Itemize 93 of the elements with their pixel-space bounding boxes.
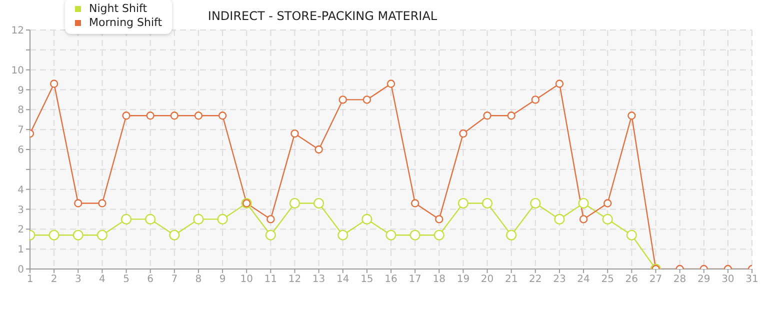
point: [554, 214, 565, 225]
point: [506, 230, 517, 240]
point: [314, 198, 324, 209]
legend-label: Morning Shift: [89, 16, 162, 30]
x-tick-label: 26: [625, 274, 638, 286]
y-tick-label: 7: [18, 125, 24, 136]
x-tick-label: 15: [360, 274, 374, 286]
chart-title: INDIRECT - STORE-PACKING MATERIAL: [208, 9, 438, 23]
x-tick-label: 2: [50, 274, 58, 286]
point: [435, 215, 444, 224]
point: [628, 112, 636, 120]
x-tick-label: 23: [553, 274, 566, 286]
x-tick-label: 9: [219, 274, 226, 286]
y-tick-label: 6: [18, 145, 24, 156]
x-tick-label: 22: [529, 274, 542, 286]
y-tick-label: 12: [11, 26, 24, 37]
point: [122, 112, 130, 120]
point: [169, 230, 180, 240]
x-tick-label: 5: [123, 274, 130, 286]
point: [193, 214, 204, 225]
x-tick-label: 31: [746, 274, 758, 286]
y-tick-label: 1: [18, 244, 24, 256]
x-tick-label: 11: [264, 274, 278, 286]
point: [434, 230, 444, 240]
point: [96, 230, 108, 240]
x-tick-label: 27: [649, 274, 662, 286]
point: [458, 198, 468, 209]
point: [72, 230, 84, 240]
point: [362, 214, 372, 225]
x-tick-label: 8: [195, 274, 202, 286]
x-tick-label: 4: [99, 274, 106, 286]
x-tick-label: 29: [698, 274, 710, 286]
point: [602, 214, 613, 225]
point: [50, 80, 58, 88]
point: [579, 215, 588, 224]
x-tick-label: 19: [456, 274, 470, 286]
x-tick-label: 7: [171, 274, 178, 286]
point: [194, 112, 203, 120]
x-tick-label: 10: [240, 274, 253, 286]
x-tick-label: 25: [601, 274, 614, 286]
point: [410, 230, 420, 240]
point: [146, 112, 154, 120]
point: [266, 215, 275, 224]
x-tick-label: 13: [312, 274, 326, 286]
point: [483, 112, 492, 120]
x-tick-label: 28: [673, 274, 686, 286]
point: [604, 199, 612, 208]
point: [170, 112, 178, 120]
point: [217, 214, 228, 225]
point: [338, 96, 347, 104]
x-tick-label: 30: [722, 274, 734, 286]
point: [289, 198, 300, 209]
y-tick-label: 0: [18, 264, 24, 276]
x-tick-label: 20: [480, 274, 494, 286]
point: [98, 199, 106, 208]
point: [555, 80, 564, 88]
point: [626, 230, 637, 240]
x-tick-label: 24: [577, 274, 590, 286]
x-tick-label: 12: [288, 274, 302, 286]
point: [145, 214, 156, 225]
point: [74, 199, 82, 208]
point: [120, 214, 132, 225]
point: [507, 112, 516, 120]
x-tick-label: 21: [504, 274, 518, 286]
y-tick-label: 9: [18, 85, 24, 96]
y-tick-label: 10: [11, 65, 24, 76]
x-tick-label: 18: [432, 274, 446, 286]
point: [531, 96, 540, 104]
point: [386, 230, 396, 240]
point: [48, 230, 60, 240]
y-tick-label: 3: [18, 204, 24, 216]
x-tick-label: 6: [147, 274, 154, 286]
point: [338, 230, 348, 240]
point: [362, 96, 372, 104]
x-tick-label: 1: [26, 274, 34, 286]
point: [482, 198, 493, 209]
y-tick-label: 8: [18, 105, 24, 116]
point: [530, 198, 541, 209]
x-tick-label: 17: [408, 274, 422, 286]
point: [578, 198, 589, 209]
x-tick-label: 16: [384, 274, 398, 286]
point: [459, 129, 468, 138]
point: [314, 145, 323, 154]
point: [290, 129, 299, 138]
x-tick-label: 14: [336, 274, 350, 286]
legend-label: Night Shift: [89, 2, 148, 16]
point: [386, 80, 396, 88]
point: [218, 112, 227, 120]
point: [410, 199, 420, 208]
point: [265, 230, 276, 240]
y-tick-label: 2: [18, 224, 24, 236]
y-tick-label: 4: [18, 184, 24, 196]
x-tick-label: 3: [74, 274, 82, 286]
